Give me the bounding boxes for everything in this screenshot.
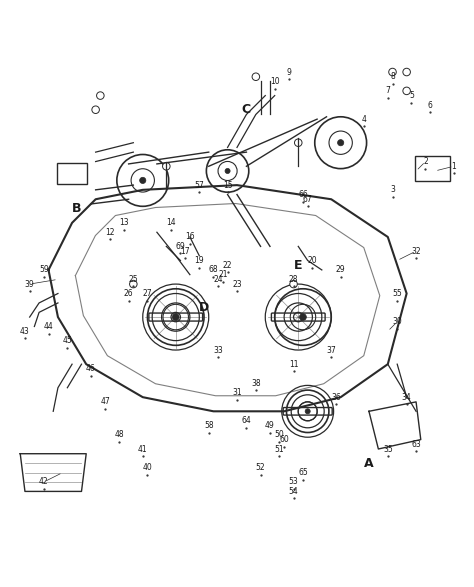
Circle shape xyxy=(294,139,302,147)
Text: 48: 48 xyxy=(114,430,124,439)
Text: 67: 67 xyxy=(303,195,312,204)
Text: 24: 24 xyxy=(213,275,223,284)
Text: 33: 33 xyxy=(213,346,223,355)
Text: B: B xyxy=(72,202,82,215)
Text: 43: 43 xyxy=(20,327,30,336)
Text: 25: 25 xyxy=(128,275,138,284)
Circle shape xyxy=(173,313,179,321)
Text: 3: 3 xyxy=(390,185,395,194)
Text: 28: 28 xyxy=(289,275,298,284)
Text: 20: 20 xyxy=(308,256,317,265)
Text: 29: 29 xyxy=(336,265,346,275)
Circle shape xyxy=(305,409,310,414)
Text: 50: 50 xyxy=(274,430,284,439)
Text: 2: 2 xyxy=(423,157,428,166)
Circle shape xyxy=(300,313,306,321)
Text: 9: 9 xyxy=(286,68,291,76)
Text: 1: 1 xyxy=(451,162,456,171)
Text: 52: 52 xyxy=(256,463,265,473)
Text: 58: 58 xyxy=(204,421,214,430)
Text: E: E xyxy=(294,259,302,272)
Text: 66: 66 xyxy=(298,190,308,199)
Text: 64: 64 xyxy=(242,416,251,425)
Text: 44: 44 xyxy=(44,322,54,331)
Circle shape xyxy=(163,163,170,170)
Text: 32: 32 xyxy=(411,247,421,255)
Text: 69: 69 xyxy=(175,242,185,251)
Text: 26: 26 xyxy=(124,289,134,298)
Text: 34: 34 xyxy=(402,393,411,402)
Text: 8: 8 xyxy=(390,72,395,81)
Circle shape xyxy=(403,87,410,95)
Text: 27: 27 xyxy=(143,289,152,298)
Text: 38: 38 xyxy=(251,379,261,387)
Text: 51: 51 xyxy=(274,444,284,454)
Text: 23: 23 xyxy=(232,279,242,289)
Text: 41: 41 xyxy=(138,444,147,454)
Text: 55: 55 xyxy=(392,289,402,298)
Circle shape xyxy=(337,140,344,146)
Text: C: C xyxy=(242,103,251,116)
Text: 30: 30 xyxy=(392,317,402,326)
Text: 54: 54 xyxy=(289,487,299,496)
Text: 47: 47 xyxy=(100,397,110,406)
Circle shape xyxy=(290,281,297,288)
Text: 65: 65 xyxy=(298,468,308,477)
Text: 49: 49 xyxy=(265,421,275,430)
Text: 6: 6 xyxy=(428,100,433,110)
Text: 7: 7 xyxy=(385,86,390,95)
Text: 12: 12 xyxy=(105,228,115,237)
Text: A: A xyxy=(364,457,374,470)
Text: 19: 19 xyxy=(194,256,204,265)
Circle shape xyxy=(225,168,230,174)
Text: 14: 14 xyxy=(166,218,176,227)
Text: 31: 31 xyxy=(232,388,242,397)
Text: 21: 21 xyxy=(218,270,228,279)
Circle shape xyxy=(140,177,146,184)
Text: 13: 13 xyxy=(119,218,129,227)
Text: 59: 59 xyxy=(39,265,49,275)
Text: 53: 53 xyxy=(289,477,299,487)
Circle shape xyxy=(389,68,396,76)
Text: 57: 57 xyxy=(194,181,204,190)
Text: 17: 17 xyxy=(180,247,190,255)
Text: 35: 35 xyxy=(383,444,392,454)
Circle shape xyxy=(129,281,137,288)
Circle shape xyxy=(97,92,104,99)
Text: 15: 15 xyxy=(223,181,232,190)
Circle shape xyxy=(92,106,100,113)
Text: 42: 42 xyxy=(39,477,49,487)
Text: 68: 68 xyxy=(209,265,218,275)
Text: 11: 11 xyxy=(289,360,298,369)
Text: 10: 10 xyxy=(270,77,280,86)
Text: 36: 36 xyxy=(331,393,341,402)
Text: 45: 45 xyxy=(63,336,72,345)
Text: 5: 5 xyxy=(409,91,414,100)
Circle shape xyxy=(252,73,260,80)
Circle shape xyxy=(403,68,410,76)
Text: 22: 22 xyxy=(223,261,232,270)
Text: 16: 16 xyxy=(185,232,195,241)
Text: 46: 46 xyxy=(86,365,96,373)
Text: 39: 39 xyxy=(25,279,35,289)
Text: 40: 40 xyxy=(143,463,152,473)
Text: 37: 37 xyxy=(327,346,336,355)
Text: 60: 60 xyxy=(279,435,289,444)
Text: D: D xyxy=(199,301,209,314)
Text: 4: 4 xyxy=(362,114,367,124)
Text: 63: 63 xyxy=(411,440,421,449)
